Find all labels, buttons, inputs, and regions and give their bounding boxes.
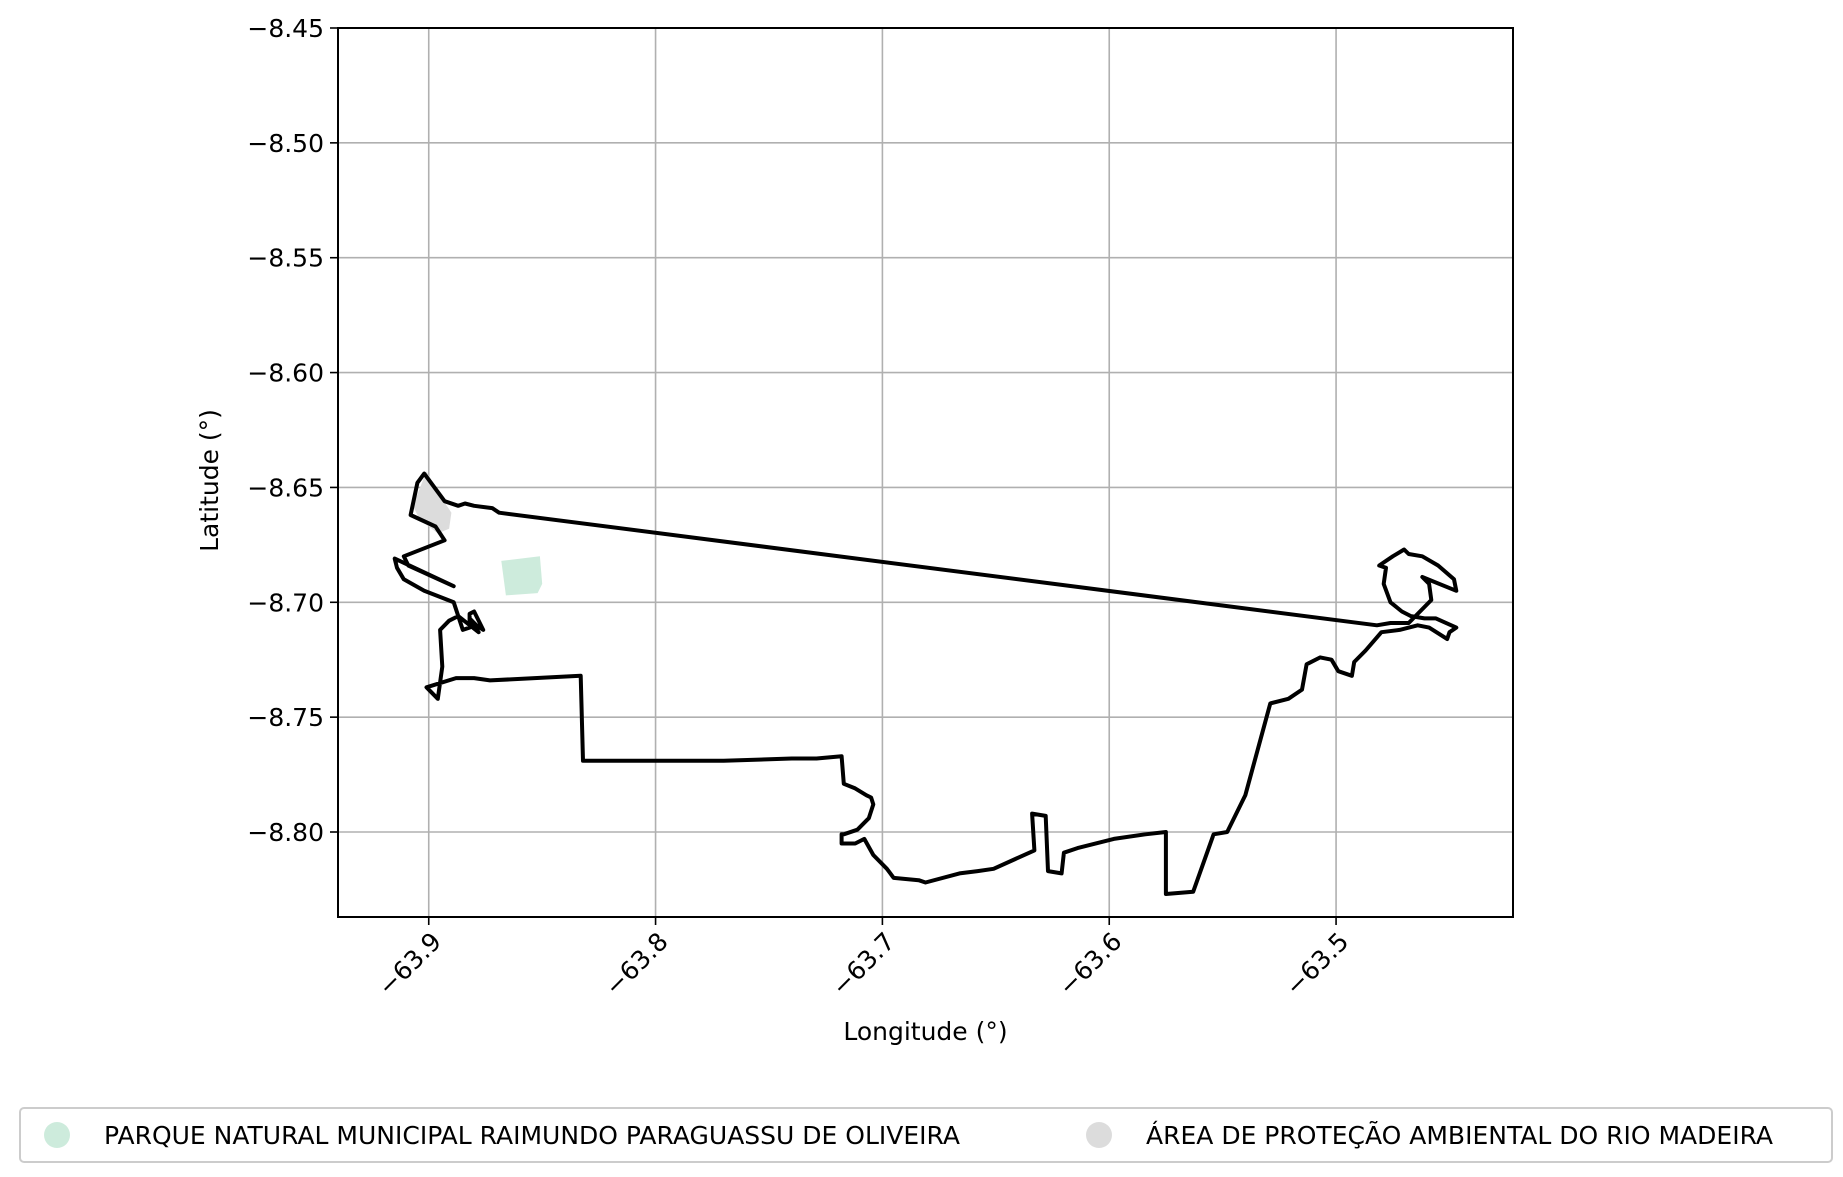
grid <box>338 27 1513 917</box>
y-tick-label: −8.75 <box>247 703 324 732</box>
x-axis-label: Longitude (°) <box>843 1017 1007 1046</box>
y-tick-label: −8.60 <box>247 359 324 388</box>
legend-swatch-parque <box>44 1122 70 1148</box>
y-tick-label: −8.50 <box>247 129 324 158</box>
y-axis-label: Latitude (°) <box>195 409 224 552</box>
legend: PARQUE NATURAL MUNICIPAL RAIMUNDO PARAGU… <box>19 1107 1833 1163</box>
plot-frame <box>337 27 1514 918</box>
municipal-boundary <box>392 471 1459 896</box>
area-parque-natural <box>501 556 543 596</box>
legend-swatch-apa <box>1086 1122 1112 1148</box>
y-tick-label: −8.70 <box>247 588 324 617</box>
legend-box <box>19 1107 1833 1163</box>
y-tick-label: −8.45 <box>247 14 324 43</box>
boundary-outline <box>392 471 1459 896</box>
area-apa-rio-madeira <box>412 471 452 534</box>
protected-areas <box>412 471 543 596</box>
y-axis-ticks: −8.45 −8.50 −8.55 −8.60 −8.65 −8.70 −8.75 −8.80 <box>247 14 338 847</box>
y-tick-label: −8.80 <box>247 818 324 847</box>
y-tick-label: −8.65 <box>247 473 324 502</box>
legend-label-parque: PARQUE NATURAL MUNICIPAL RAIMUNDO PARAGU… <box>104 1121 960 1150</box>
legend-label-apa: ÁREA DE PROTEÇÃO AMBIENTAL DO RIO MADEIR… <box>1146 1120 1773 1150</box>
y-tick-label: −8.55 <box>247 244 324 273</box>
